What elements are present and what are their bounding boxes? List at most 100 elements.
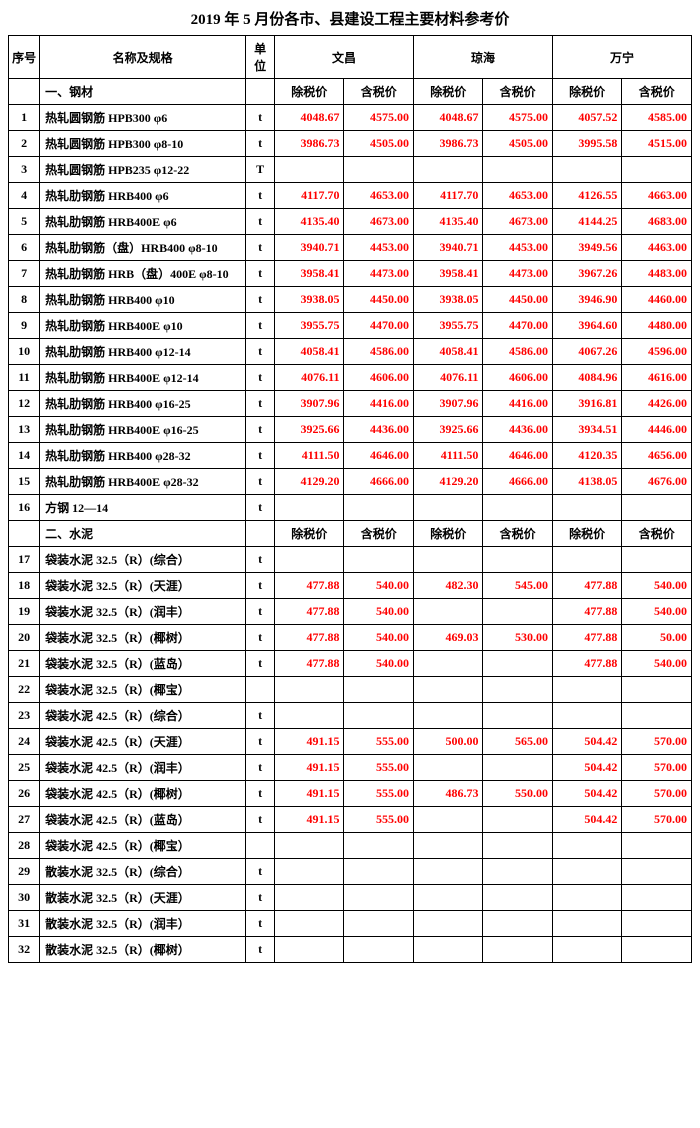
cell-name: 袋装水泥 32.5（R）(综合） <box>40 547 246 573</box>
table-row: 11热轧肋钢筋 HRB400E φ12-14t4076.114606.00407… <box>9 365 692 391</box>
hdr-name: 名称及规格 <box>40 36 246 79</box>
cell-seq: 16 <box>9 495 40 521</box>
cell-price: 491.15 <box>274 755 343 781</box>
cell-price: 477.88 <box>274 573 343 599</box>
cell-seq <box>9 521 40 547</box>
cell-seq: 24 <box>9 729 40 755</box>
cell-price: 4450.00 <box>344 287 414 313</box>
cell-price: 3907.96 <box>274 391 343 417</box>
cell-price <box>483 157 553 183</box>
cell-seq: 30 <box>9 885 40 911</box>
cell-price: 4129.20 <box>274 469 343 495</box>
cell-name: 热轧圆钢筋 HPB235 φ12-22 <box>40 157 246 183</box>
cell-price: 4606.00 <box>483 365 553 391</box>
cell-price: 4473.00 <box>344 261 414 287</box>
cell-seq: 31 <box>9 911 40 937</box>
cell-seq: 15 <box>9 469 40 495</box>
table-row: 3热轧圆钢筋 HPB235 φ12-22T <box>9 157 692 183</box>
cell-price: 3967.26 <box>552 261 621 287</box>
cell-price <box>274 833 343 859</box>
cell-price: 4111.50 <box>274 443 343 469</box>
cell-price <box>552 547 621 573</box>
cell-unit: t <box>246 131 275 157</box>
cell-price: 4436.00 <box>483 417 553 443</box>
cell-name: 热轧肋钢筋 HRB400E φ28-32 <box>40 469 246 495</box>
cell-price: 3934.51 <box>552 417 621 443</box>
cell-price <box>483 651 553 677</box>
table-row: 2热轧圆钢筋 HPB300 φ8-10t3986.734505.003986.7… <box>9 131 692 157</box>
cell-seq: 8 <box>9 287 40 313</box>
cell-unit <box>246 521 275 547</box>
cell-price: 4120.35 <box>552 443 621 469</box>
cell-price: 4606.00 <box>344 365 414 391</box>
cell-price: 4126.55 <box>552 183 621 209</box>
table-row: 15热轧肋钢筋 HRB400E φ28-32t4129.204666.00412… <box>9 469 692 495</box>
cell-price: 477.88 <box>552 651 621 677</box>
cell-price <box>413 807 482 833</box>
table-row: 4热轧肋钢筋 HRB400 φ6t4117.704653.004117.7046… <box>9 183 692 209</box>
cell-name: 热轧肋钢筋 HRB400 φ28-32 <box>40 443 246 469</box>
table-row: 23袋装水泥 42.5（R）(综合）t <box>9 703 692 729</box>
cell-price <box>552 937 621 963</box>
cell-price: 4575.00 <box>344 105 414 131</box>
cell-price <box>413 755 482 781</box>
cell-unit: t <box>246 729 275 755</box>
cell-price <box>413 599 482 625</box>
cell-price: 4683.00 <box>622 209 692 235</box>
cell-seq: 4 <box>9 183 40 209</box>
cell-price <box>413 937 482 963</box>
cell-seq: 18 <box>9 573 40 599</box>
cell-price: 4470.00 <box>344 313 414 339</box>
cell-price <box>622 859 692 885</box>
cell-unit: t <box>246 547 275 573</box>
cell-price: 3916.81 <box>552 391 621 417</box>
cell-unit: t <box>246 469 275 495</box>
cell-price <box>344 703 414 729</box>
cell-price: 550.00 <box>483 781 553 807</box>
cell-unit: t <box>246 781 275 807</box>
table-row: 24袋装水泥 42.5（R）(天涯）t491.15555.00500.00565… <box>9 729 692 755</box>
cell-seq: 11 <box>9 365 40 391</box>
cell-seq: 21 <box>9 651 40 677</box>
cell-name: 热轧肋钢筋 HRB400 φ10 <box>40 287 246 313</box>
cell-price <box>274 859 343 885</box>
cell-price: 4416.00 <box>483 391 553 417</box>
cell-price: 4596.00 <box>622 339 692 365</box>
cell-price <box>552 885 621 911</box>
price-table: 序号 名称及规格 单位 文昌 琼海 万宁 一、钢材除税价含税价除税价含税价除税价… <box>8 35 692 963</box>
cell-name: 热轧肋钢筋 HRB400E φ6 <box>40 209 246 235</box>
cell-price: 4084.96 <box>552 365 621 391</box>
cell-seq: 14 <box>9 443 40 469</box>
table-row: 1热轧圆钢筋 HPB300 φ6t4048.674575.004048.6745… <box>9 105 692 131</box>
table-row: 29散装水泥 32.5（R）(综合）t <box>9 859 692 885</box>
cell-seq: 12 <box>9 391 40 417</box>
cell-name: 热轧圆钢筋 HPB300 φ6 <box>40 105 246 131</box>
cell-price: 477.88 <box>552 625 621 651</box>
cell-price: 3986.73 <box>274 131 343 157</box>
cell-name: 热轧圆钢筋 HPB300 φ8-10 <box>40 131 246 157</box>
sub-header: 除税价 <box>413 79 482 105</box>
cell-price: 555.00 <box>344 729 414 755</box>
hdr-region-1: 琼海 <box>413 36 552 79</box>
cell-price: 3958.41 <box>274 261 343 287</box>
sub-header: 含税价 <box>622 79 692 105</box>
table-row: 6热轧肋钢筋（盘）HRB400 φ8-10t3940.714453.003940… <box>9 235 692 261</box>
cell-price <box>483 547 553 573</box>
cell-price: 540.00 <box>622 651 692 677</box>
cell-price: 540.00 <box>344 599 414 625</box>
cell-price: 4129.20 <box>413 469 482 495</box>
cell-name: 散装水泥 32.5（R）(天涯） <box>40 885 246 911</box>
cell-name: 袋装水泥 42.5（R）(润丰） <box>40 755 246 781</box>
cell-unit <box>246 79 275 105</box>
cell-price: 3958.41 <box>413 261 482 287</box>
cell-price <box>552 677 621 703</box>
cell-price: 4480.00 <box>622 313 692 339</box>
cell-price: 4067.26 <box>552 339 621 365</box>
cell-price: 4138.05 <box>552 469 621 495</box>
cell-seq: 26 <box>9 781 40 807</box>
cell-price <box>413 885 482 911</box>
cell-price <box>483 885 553 911</box>
cell-price: 4653.00 <box>344 183 414 209</box>
cell-price: 4666.00 <box>344 469 414 495</box>
cell-price: 4666.00 <box>483 469 553 495</box>
